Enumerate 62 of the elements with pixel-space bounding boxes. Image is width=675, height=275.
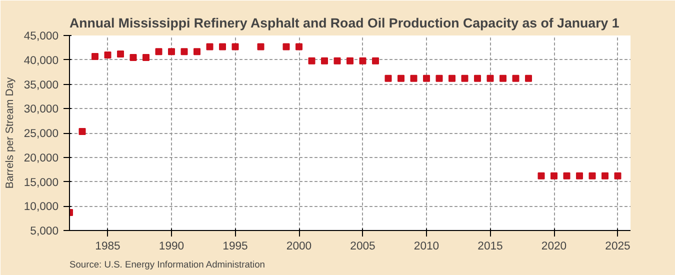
y-tick-label: 25,000 xyxy=(24,128,59,140)
x-tick-label: 2000 xyxy=(286,240,312,252)
point xyxy=(461,74,468,82)
x-tick-label: 1985 xyxy=(95,240,120,252)
y-axis-title: Barrels per Stream Day xyxy=(4,76,16,189)
y-tick-label: 10,000 xyxy=(24,201,59,214)
point xyxy=(550,172,558,180)
point xyxy=(500,74,506,82)
point xyxy=(436,74,443,82)
point xyxy=(219,43,226,50)
point xyxy=(384,74,392,82)
point xyxy=(538,172,545,180)
point xyxy=(78,128,86,136)
y-tick-label: 30,000 xyxy=(24,104,59,116)
point xyxy=(180,48,188,56)
point xyxy=(92,52,98,60)
point xyxy=(614,172,622,180)
y-tick-label: 40,000 xyxy=(24,54,59,67)
point xyxy=(563,172,570,180)
point xyxy=(168,48,175,56)
point xyxy=(346,57,354,64)
point xyxy=(334,57,341,64)
point xyxy=(474,74,481,82)
point xyxy=(512,74,520,82)
chart-title: Annual Mississippi Refinery Asphalt and Road Oil Production Capacity as of January 1 xyxy=(70,16,620,30)
source-note: Source: U.S. Energy Information Administration xyxy=(70,260,265,270)
point xyxy=(117,50,124,58)
point xyxy=(257,43,264,50)
point xyxy=(602,172,608,180)
point xyxy=(142,54,150,61)
point xyxy=(282,43,290,50)
point xyxy=(525,74,532,82)
point xyxy=(486,74,494,82)
point xyxy=(206,43,214,50)
x-tick-label: 2015 xyxy=(478,240,503,252)
point xyxy=(104,52,112,58)
point xyxy=(232,43,239,50)
point xyxy=(296,43,302,50)
x-tick-label: 1995 xyxy=(222,240,248,252)
y-tick-label: 20,000 xyxy=(24,152,59,164)
x-tick-label: 2010 xyxy=(414,240,440,252)
point xyxy=(398,74,404,82)
point xyxy=(308,57,316,64)
x-tick-label: 1990 xyxy=(158,240,184,252)
point xyxy=(448,74,456,82)
y-tick-label: 15,000 xyxy=(24,176,59,189)
point xyxy=(321,57,328,64)
point xyxy=(576,172,583,180)
y-tick-label: 45,000 xyxy=(24,30,59,42)
x-tick-label: 2020 xyxy=(541,240,567,252)
y-tick-label: 35,000 xyxy=(24,79,59,92)
y-tick-label: 5,000 xyxy=(30,226,59,238)
point xyxy=(423,74,430,82)
x-tick-label: 2025 xyxy=(605,240,630,252)
point xyxy=(410,74,418,82)
point xyxy=(372,57,379,64)
point xyxy=(194,48,200,56)
x-tick-label: 2005 xyxy=(350,240,376,252)
point xyxy=(130,54,137,61)
point xyxy=(155,48,162,56)
point xyxy=(588,172,596,180)
point xyxy=(359,57,366,64)
